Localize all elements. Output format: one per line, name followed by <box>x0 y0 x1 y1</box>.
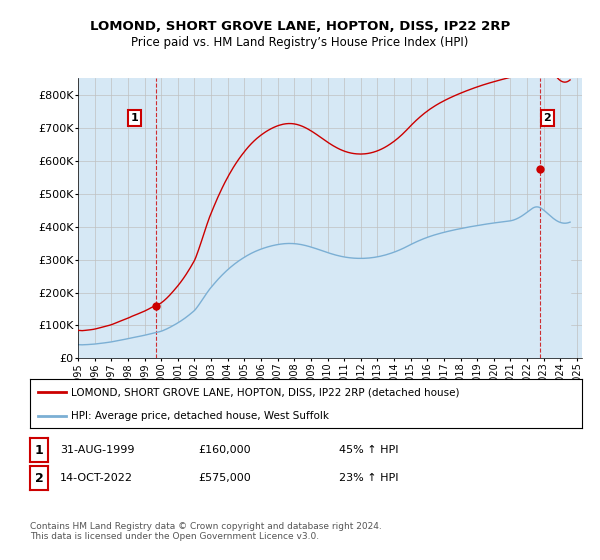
Text: 2: 2 <box>35 472 43 485</box>
Text: LOMOND, SHORT GROVE LANE, HOPTON, DISS, IP22 2RP: LOMOND, SHORT GROVE LANE, HOPTON, DISS, … <box>90 20 510 32</box>
Text: Contains HM Land Registry data © Crown copyright and database right 2024.
This d: Contains HM Land Registry data © Crown c… <box>30 522 382 542</box>
Text: £160,000: £160,000 <box>198 445 251 455</box>
Text: 2: 2 <box>544 113 551 123</box>
Text: LOMOND, SHORT GROVE LANE, HOPTON, DISS, IP22 2RP (detached house): LOMOND, SHORT GROVE LANE, HOPTON, DISS, … <box>71 388 460 398</box>
Text: HPI: Average price, detached house, West Suffolk: HPI: Average price, detached house, West… <box>71 411 329 421</box>
Text: 23% ↑ HPI: 23% ↑ HPI <box>339 473 398 483</box>
Text: 14-OCT-2022: 14-OCT-2022 <box>60 473 133 483</box>
Text: £575,000: £575,000 <box>198 473 251 483</box>
Text: 31-AUG-1999: 31-AUG-1999 <box>60 445 134 455</box>
Text: Price paid vs. HM Land Registry’s House Price Index (HPI): Price paid vs. HM Land Registry’s House … <box>131 36 469 49</box>
Text: 45% ↑ HPI: 45% ↑ HPI <box>339 445 398 455</box>
Text: 1: 1 <box>131 113 139 123</box>
Text: 1: 1 <box>35 444 43 457</box>
